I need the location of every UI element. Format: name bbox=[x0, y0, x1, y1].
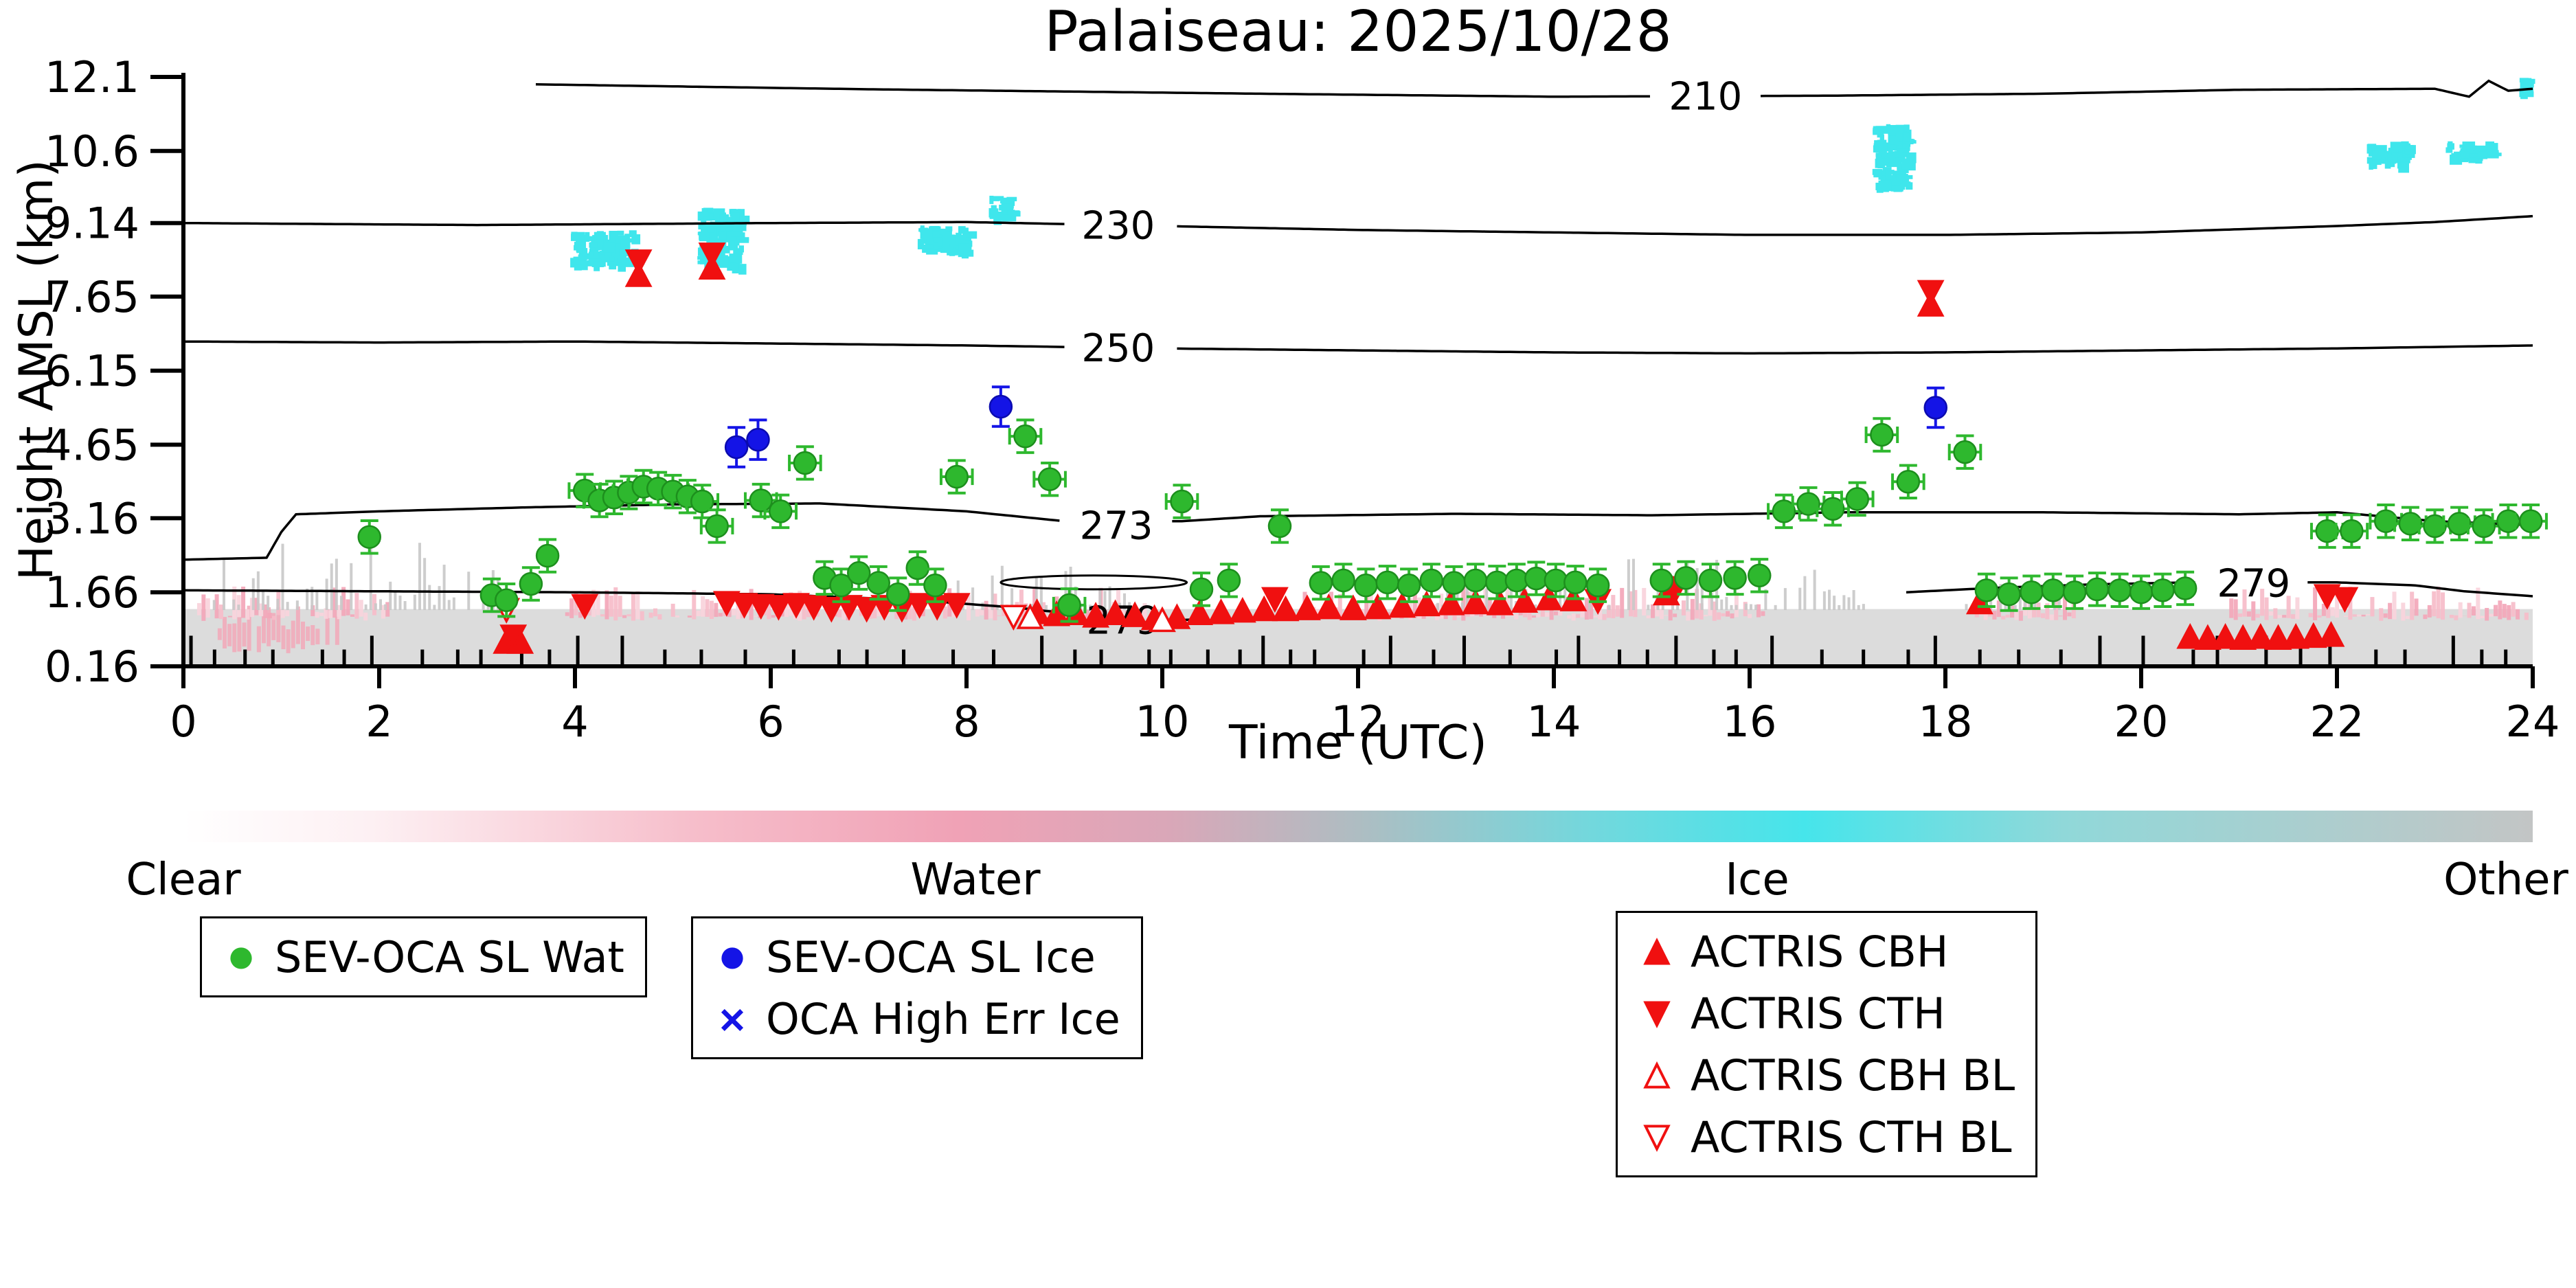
legend-label: OCA High Err Ice bbox=[766, 993, 1120, 1044]
svg-text:273: 273 bbox=[1080, 504, 1153, 548]
legend-item-sev-oca-sl-wat: SEV-OCA SL Wat bbox=[214, 927, 624, 987]
colorbar-label-water: Water bbox=[910, 855, 1041, 905]
legend-box-ice: SEV-OCA SL Ice OCA High Err Ice bbox=[691, 916, 1143, 1059]
svg-text:1.66: 1.66 bbox=[45, 567, 139, 618]
svg-text:18: 18 bbox=[1919, 697, 1973, 747]
legend-item-actris-cbh: ACTRIS CBH bbox=[1630, 921, 2015, 982]
svg-text:2: 2 bbox=[365, 697, 392, 747]
colorbar-label-ice: Ice bbox=[1725, 855, 1789, 905]
legend-item-oca-high-err-ice: OCA High Err Ice bbox=[705, 988, 1120, 1049]
blue-x-marker-icon bbox=[721, 1008, 744, 1032]
svg-text:16: 16 bbox=[1723, 697, 1777, 747]
svg-text:10.6: 10.6 bbox=[45, 126, 139, 177]
svg-text:24: 24 bbox=[2506, 697, 2560, 747]
svg-text:4.65: 4.65 bbox=[45, 420, 139, 470]
chart-title: Palaiseau: 2025/10/28 bbox=[1044, 0, 1672, 65]
colorbar-label-clear: Clear bbox=[126, 855, 241, 905]
legend-label: SEV-OCA SL Ice bbox=[766, 931, 1096, 982]
svg-text:0: 0 bbox=[170, 697, 196, 747]
svg-text:8: 8 bbox=[953, 697, 980, 747]
svg-text:0.16: 0.16 bbox=[45, 642, 139, 692]
legend-box-water: SEV-OCA SL Wat bbox=[200, 916, 647, 997]
legend-label: SEV-OCA SL Wat bbox=[275, 931, 624, 982]
green-circle-marker-icon bbox=[230, 947, 252, 969]
blue-circle-marker-icon bbox=[721, 947, 743, 969]
colorbar-label-other: Other bbox=[2443, 855, 2568, 905]
legend-label: ACTRIS CTH bbox=[1691, 988, 1945, 1039]
svg-text:250: 250 bbox=[1081, 326, 1155, 371]
svg-text:4: 4 bbox=[561, 697, 588, 747]
legend-label: ACTRIS CBH BL bbox=[1691, 1050, 2015, 1100]
red-open-triangle-down-marker-icon bbox=[1643, 1125, 1671, 1152]
svg-text:7.65: 7.65 bbox=[45, 272, 139, 322]
svg-text:6: 6 bbox=[757, 697, 784, 747]
plot-area: 2102302502732792790.161.663.164.656.157.… bbox=[45, 52, 2560, 747]
svg-text:230: 230 bbox=[1081, 204, 1155, 249]
svg-text:12: 12 bbox=[1331, 697, 1386, 747]
svg-text:22: 22 bbox=[2310, 697, 2364, 747]
red-triangle-down-marker-icon bbox=[1643, 1001, 1671, 1028]
x-axis-label: Time (UTC) bbox=[1229, 716, 1487, 770]
red-open-triangle-up-marker-icon bbox=[1643, 1061, 1671, 1089]
red-triangle-up-marker-icon bbox=[1643, 938, 1671, 965]
svg-text:6.15: 6.15 bbox=[45, 346, 139, 396]
legend-box-actris: ACTRIS CBH ACTRIS CTH ACTRIS CBH BL ACTR… bbox=[1616, 911, 2038, 1177]
legend-label: ACTRIS CTH BL bbox=[1691, 1111, 2012, 1162]
svg-text:10: 10 bbox=[1136, 697, 1190, 747]
legend-item-actris-cth: ACTRIS CTH bbox=[1630, 983, 2015, 1043]
legend-item-actris-cbh-bl: ACTRIS CBH BL bbox=[1630, 1045, 2015, 1105]
colorbar bbox=[183, 811, 2533, 842]
svg-text:20: 20 bbox=[2114, 697, 2169, 747]
legend-label: ACTRIS CBH bbox=[1691, 926, 1949, 977]
svg-text:210: 210 bbox=[1669, 74, 1742, 119]
svg-text:9.14: 9.14 bbox=[45, 199, 139, 249]
svg-text:3.16: 3.16 bbox=[45, 493, 139, 543]
legend-item-actris-cth-bl: ACTRIS CTH BL bbox=[1630, 1107, 2015, 1167]
svg-text:12.1: 12.1 bbox=[45, 52, 139, 102]
svg-text:14: 14 bbox=[1527, 697, 1581, 747]
svg-text:279: 279 bbox=[2217, 562, 2290, 607]
legend-item-sev-oca-sl-ice: SEV-OCA SL Ice bbox=[705, 927, 1120, 987]
